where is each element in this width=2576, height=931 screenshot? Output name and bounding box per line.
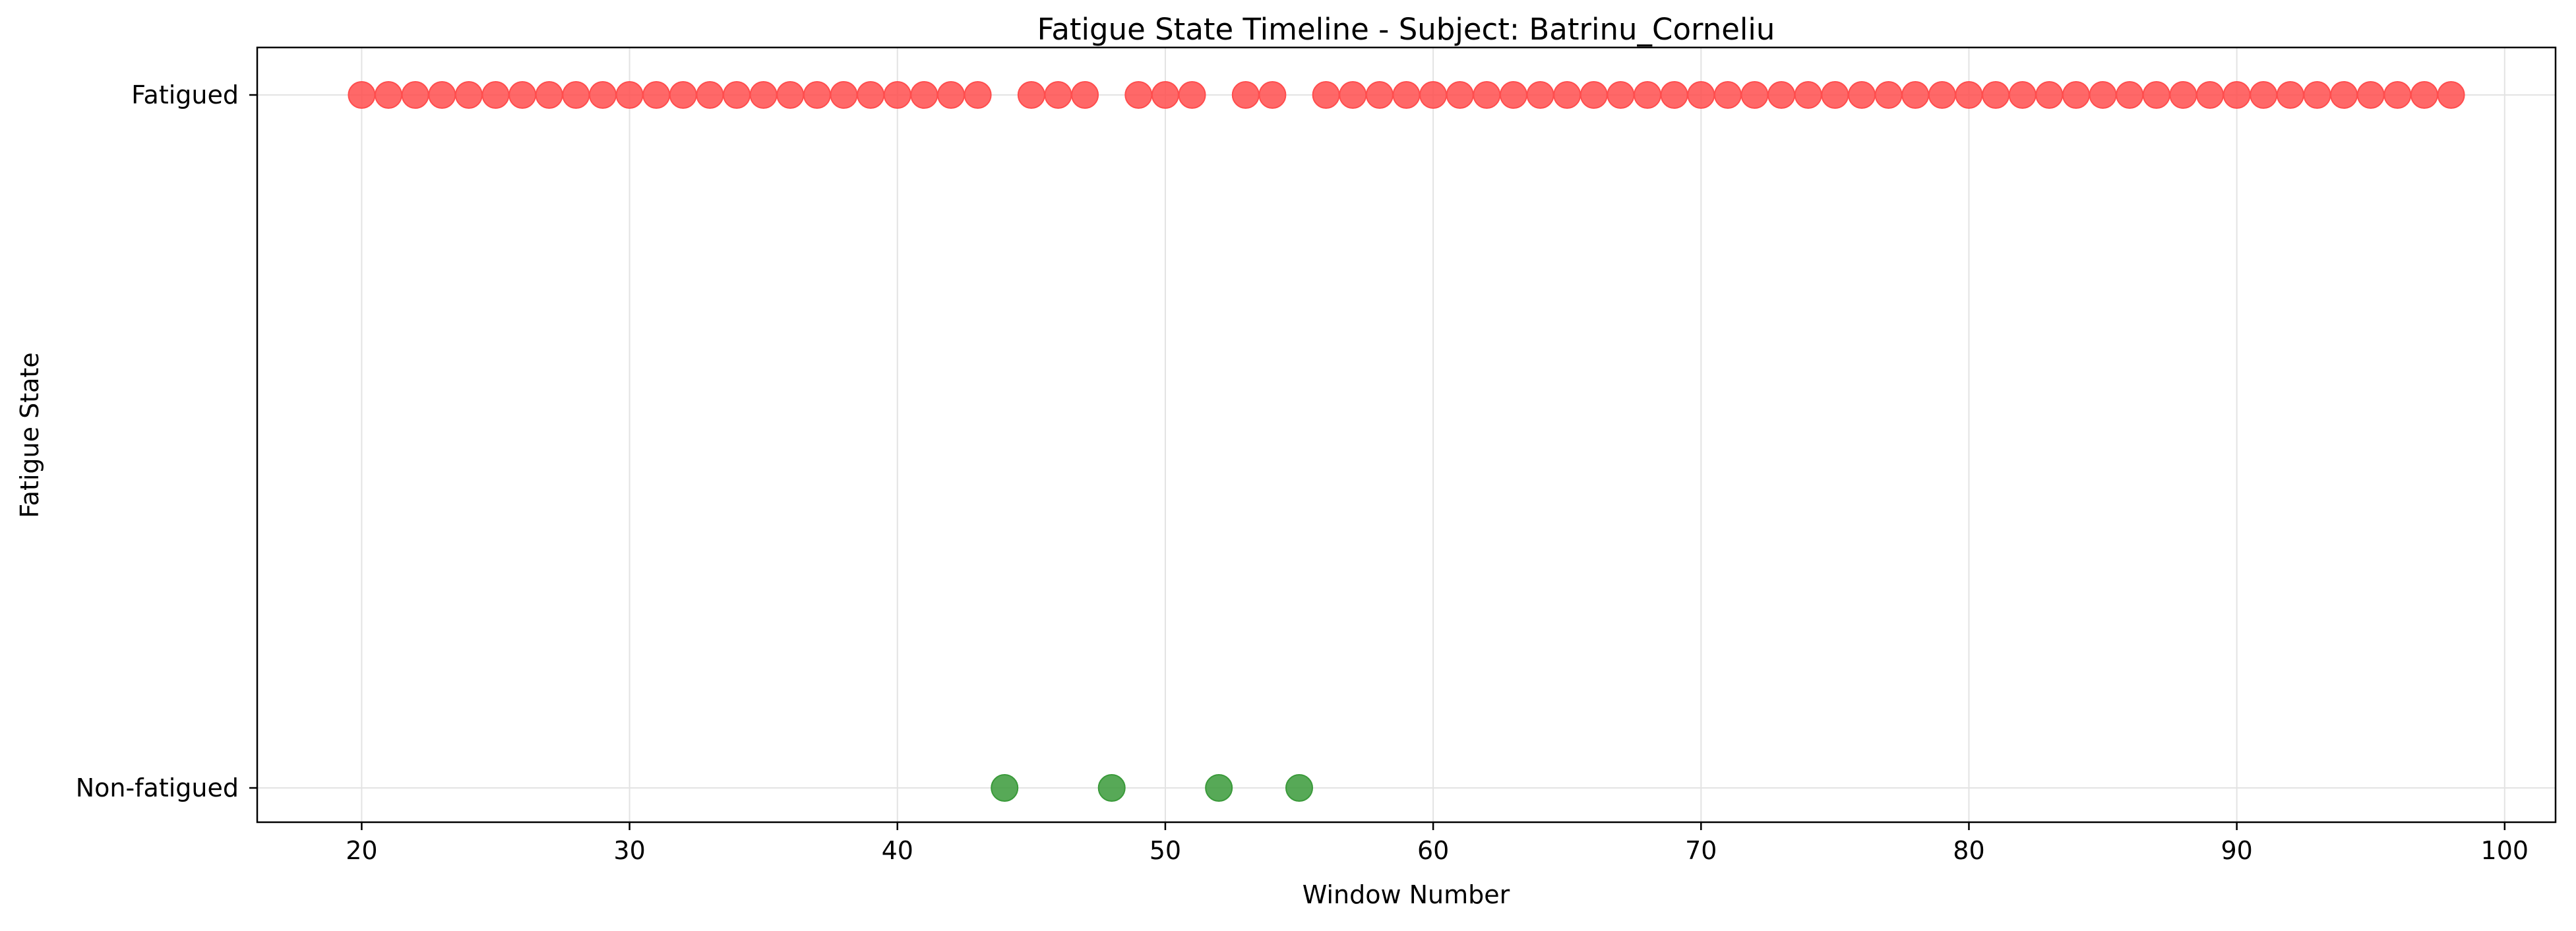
- data-point: [1392, 81, 1421, 109]
- y-tick-label: Non-fatigued: [76, 773, 239, 802]
- data-point: [857, 81, 885, 109]
- data-point: [2330, 81, 2358, 109]
- data-point: [642, 81, 671, 109]
- data-point: [749, 81, 778, 109]
- data-point: [1634, 81, 1662, 109]
- x-tick-label: 100: [2481, 836, 2529, 865]
- data-point: [883, 81, 911, 109]
- axis-layer: 20 30 40 50 60 70 80 90 100 Non-fatigued Fatigued: [76, 80, 2529, 865]
- data-point: [1901, 81, 1930, 109]
- data-point: [1044, 81, 1072, 109]
- data-point: [2223, 81, 2251, 109]
- data-point: [669, 81, 697, 109]
- data-point: [1713, 81, 1742, 109]
- data-point: [1017, 81, 1045, 109]
- data-point: [2250, 81, 2278, 109]
- data-point: [535, 81, 563, 109]
- x-tick-label: 60: [1417, 836, 1449, 865]
- data-point: [1205, 774, 1233, 802]
- data-point: [1339, 81, 1367, 109]
- data-point: [1285, 774, 1314, 802]
- data-point: [615, 81, 644, 109]
- data-point: [2062, 81, 2090, 109]
- data-point: [1955, 81, 1983, 109]
- data-point: [2116, 81, 2144, 109]
- data-point: [1928, 81, 1956, 109]
- data-point: [2383, 81, 2412, 109]
- data-point: [1553, 81, 1581, 109]
- data-point: [1740, 81, 1769, 109]
- y-axis-label: Fatigue State: [15, 352, 44, 518]
- data-point: [1178, 81, 1206, 109]
- data-point: [2196, 81, 2224, 109]
- data-point: [1097, 774, 1126, 802]
- data-point: [401, 81, 429, 109]
- data-point: [1687, 81, 1715, 109]
- data-point: [1848, 81, 1876, 109]
- data-point: [830, 81, 858, 109]
- data-point: [1982, 81, 2010, 109]
- data-point: [2276, 81, 2304, 109]
- data-point: [2089, 81, 2117, 109]
- points-layer: [348, 81, 2465, 802]
- data-point: [803, 81, 831, 109]
- data-point: [776, 81, 805, 109]
- data-point: [454, 81, 483, 109]
- data-point: [348, 81, 376, 109]
- x-tick-label: 80: [1953, 836, 1984, 865]
- data-point: [428, 81, 456, 109]
- data-point: [2008, 81, 2037, 109]
- x-axis-label: Window Number: [1303, 880, 1510, 909]
- data-point: [1071, 81, 1099, 109]
- x-tick-label: 20: [346, 836, 377, 865]
- data-point: [562, 81, 590, 109]
- data-point: [1579, 81, 1608, 109]
- x-tick-label: 40: [882, 836, 913, 865]
- data-point: [1526, 81, 1554, 109]
- data-point: [1365, 81, 1394, 109]
- x-tick-label: 90: [2221, 836, 2252, 865]
- data-point: [723, 81, 751, 109]
- y-tick-label: Fatigued: [131, 80, 239, 109]
- data-point: [1794, 81, 1822, 109]
- data-point: [1151, 81, 1179, 109]
- data-point: [1660, 81, 1688, 109]
- data-point: [1419, 81, 1448, 109]
- data-point: [2169, 81, 2197, 109]
- data-point: [2437, 81, 2465, 109]
- data-point: [2356, 81, 2385, 109]
- data-point: [1607, 81, 1635, 109]
- data-point: [1446, 81, 1474, 109]
- data-point: [2410, 81, 2438, 109]
- data-point: [2035, 81, 2064, 109]
- data-point: [508, 81, 537, 109]
- data-point: [1231, 81, 1260, 109]
- chart-title: Fatigue State Timeline - Subject: Batrin…: [1037, 12, 1775, 47]
- x-tick-label: 70: [1685, 836, 1717, 865]
- data-point: [1124, 81, 1153, 109]
- data-point: [1473, 81, 1501, 109]
- data-point: [696, 81, 724, 109]
- data-point: [964, 81, 992, 109]
- data-point: [936, 81, 965, 109]
- data-point: [910, 81, 938, 109]
- x-tick-label: 30: [613, 836, 645, 865]
- plot-frame: [256, 46, 2557, 824]
- data-point: [481, 81, 510, 109]
- data-point: [1821, 81, 1849, 109]
- data-point: [1312, 81, 1340, 109]
- data-point: [991, 774, 1019, 802]
- data-point: [2142, 81, 2170, 109]
- data-point: [375, 81, 403, 109]
- x-tick-label: 50: [1150, 836, 1181, 865]
- data-point: [1767, 81, 1796, 109]
- data-point: [1258, 81, 1287, 109]
- data-point: [1499, 81, 1527, 109]
- data-point: [2303, 81, 2331, 109]
- data-point: [588, 81, 617, 109]
- data-point: [1874, 81, 1903, 109]
